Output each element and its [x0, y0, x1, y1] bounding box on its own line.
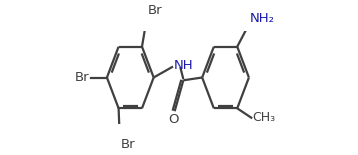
- Text: CH₃: CH₃: [252, 111, 276, 124]
- Text: NH₂: NH₂: [249, 12, 274, 25]
- Text: Br: Br: [75, 71, 90, 84]
- Text: NH: NH: [174, 59, 194, 72]
- Text: O: O: [168, 113, 179, 126]
- Text: Br: Br: [147, 4, 162, 17]
- Text: Br: Br: [120, 138, 135, 151]
